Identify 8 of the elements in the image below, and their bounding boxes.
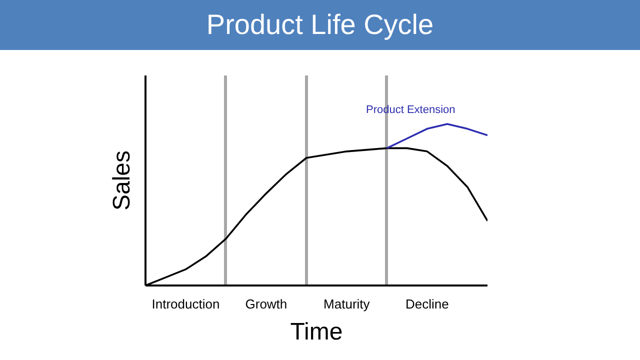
x-tick-label: Maturity: [324, 296, 370, 312]
x-axis-title: Time: [290, 318, 343, 346]
chart-title: Product Life Cycle: [206, 8, 434, 42]
x-tick-label: Decline: [405, 296, 449, 312]
series-label: Product Extension: [366, 104, 456, 116]
y-axis-title: Sales: [108, 150, 136, 211]
x-tick-label: Growth: [245, 296, 288, 312]
x-tick-label: Introduction: [152, 296, 220, 312]
